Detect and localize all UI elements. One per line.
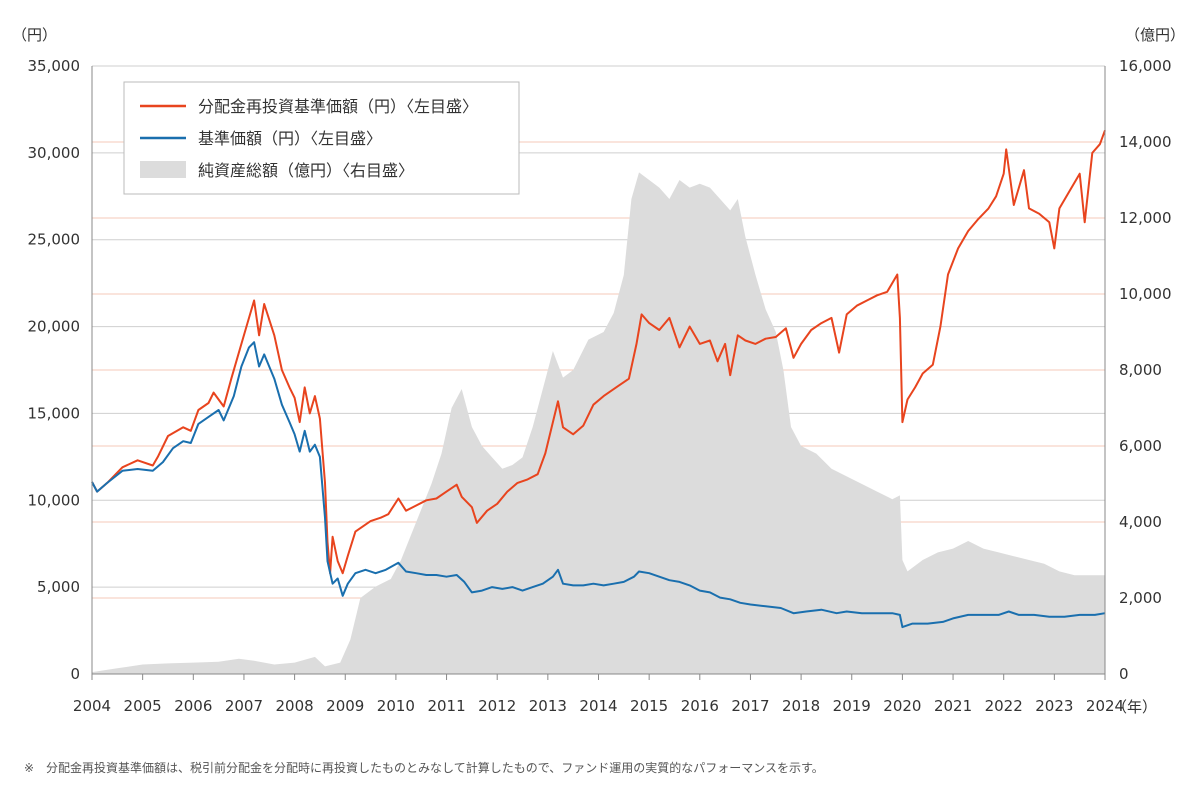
left-tick-label: 25,000 <box>28 231 81 249</box>
right-tick-label: 14,000 <box>1119 133 1172 151</box>
x-tick-label: 2017 <box>731 697 769 715</box>
right-tick-label: 4,000 <box>1119 513 1162 531</box>
x-tick-label: 2009 <box>326 697 364 715</box>
right-axis-unit: （億円） <box>1125 26 1185 44</box>
series-line-nav <box>91 341 1106 629</box>
legend-swatch-net-assets <box>140 161 186 178</box>
right-tick-label: 0 <box>1119 665 1129 683</box>
x-tick-label: 2004 <box>73 697 111 715</box>
left-tick-label: 5,000 <box>37 578 80 596</box>
x-tick-label: 2016 <box>681 697 719 715</box>
x-tick-label: 2006 <box>174 697 212 715</box>
series-line-reinvested <box>91 129 1106 575</box>
series-area-net-assets <box>92 172 1105 674</box>
right-tick-label: 2,000 <box>1119 589 1162 607</box>
x-tick-label: 2024 <box>1086 697 1124 715</box>
right-tick-label: 12,000 <box>1119 209 1172 227</box>
right-tick-label: 8,000 <box>1119 361 1162 379</box>
x-tick-label: 2021 <box>934 697 972 715</box>
x-axis-unit: （年） <box>1112 698 1157 716</box>
footnote: ※ 分配金再投資基準価額は、税引前分配金を分配時に再投資したものとみなして計算し… <box>24 760 824 775</box>
x-tick-label: 2010 <box>377 697 415 715</box>
x-tick-label: 2018 <box>782 697 820 715</box>
legend-label-nav: 基準価額（円）〈左目盛〉 <box>198 129 382 148</box>
x-tick-label: 2015 <box>630 697 668 715</box>
x-tick-label: 2012 <box>478 697 516 715</box>
left-tick-label: 20,000 <box>28 318 81 336</box>
left-tick-label: 30,000 <box>28 144 81 162</box>
right-tick-label: 6,000 <box>1119 437 1162 455</box>
legend-box <box>123 81 520 195</box>
x-tick-label: 2008 <box>276 697 314 715</box>
x-tick-label: 2005 <box>124 697 162 715</box>
x-tick-label: 2014 <box>579 697 617 715</box>
left-tick-label: 35,000 <box>28 57 81 75</box>
x-tick-label: 2013 <box>529 697 567 715</box>
left-axis-ticks: 0 5,000 10,000 15,000 20,000 25,000 30,000 35,0… <box>28 57 81 683</box>
x-tick-label: 2022 <box>985 697 1023 715</box>
x-tick-label: 2023 <box>1035 697 1073 715</box>
x-tick-label: 2020 <box>883 697 921 715</box>
left-tick-label: 15,000 <box>28 404 81 422</box>
right-axis-ticks: 0 2,000 4,000 6,000 8,000 10,000 12,000 14,000 1… <box>1119 57 1172 683</box>
plot-series <box>91 129 1106 674</box>
legend-label-net-assets: 純資産総額（億円）〈右目盛〉 <box>198 161 414 180</box>
left-tick-label: 0 <box>70 665 80 683</box>
x-axis-ticks: 2004 2005 2006 2007 2008 2009 2010 2011 2012 2013… <box>73 674 1124 715</box>
right-tick-label: 10,000 <box>1119 285 1172 303</box>
left-tick-label: 10,000 <box>28 491 81 509</box>
right-tick-label: 16,000 <box>1119 57 1172 75</box>
x-tick-label: 2019 <box>833 697 871 715</box>
x-tick-label: 2011 <box>427 697 465 715</box>
legend: 分配金再投資基準価額（円）〈左目盛〉 基準価額（円）〈左目盛〉 純資産総額（億円… <box>123 81 520 195</box>
left-axis-unit: （円） <box>12 26 57 44</box>
legend-label-reinvested: 分配金再投資基準価額（円）〈左目盛〉 <box>198 97 478 116</box>
x-tick-label: 2007 <box>225 697 263 715</box>
